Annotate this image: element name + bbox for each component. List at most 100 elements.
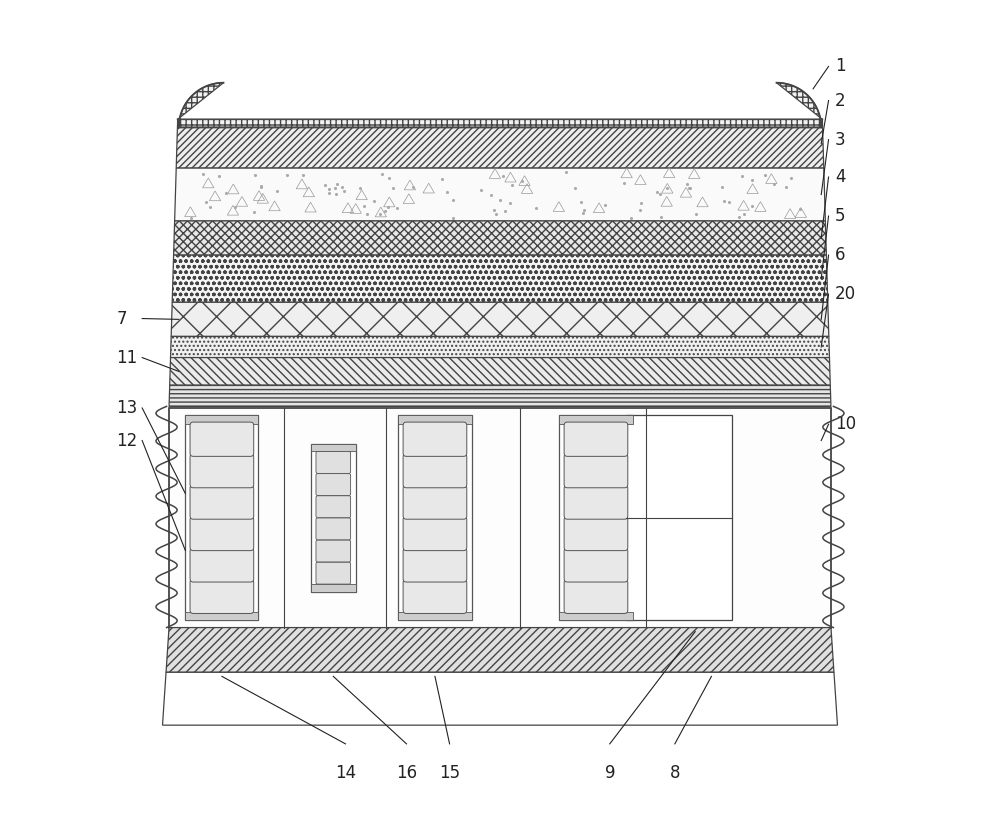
Point: [202, 200, 218, 213]
Point: [445, 193, 461, 206]
Bar: [311, 444, 356, 592]
Point: [567, 182, 583, 195]
Bar: [185, 612, 258, 620]
Point: [321, 183, 337, 196]
Point: [497, 204, 513, 217]
Point: [778, 180, 794, 193]
Point: [483, 188, 499, 202]
Point: [321, 187, 337, 200]
Point: [352, 182, 368, 195]
Point: [227, 201, 243, 214]
Point: [374, 167, 390, 180]
Point: [279, 169, 295, 182]
FancyBboxPatch shape: [403, 517, 467, 551]
Point: [366, 194, 382, 207]
Bar: [626, 415, 732, 620]
Polygon shape: [166, 628, 834, 672]
Text: 13: 13: [116, 399, 137, 417]
Point: [504, 179, 520, 192]
Text: 7: 7: [116, 309, 127, 327]
FancyBboxPatch shape: [403, 485, 467, 519]
Point: [514, 175, 530, 188]
FancyBboxPatch shape: [403, 422, 467, 456]
Point: [381, 172, 397, 185]
Point: [652, 188, 668, 201]
Text: 5: 5: [835, 207, 846, 225]
Bar: [398, 415, 472, 424]
FancyBboxPatch shape: [316, 518, 351, 540]
Point: [679, 177, 695, 190]
Point: [492, 193, 508, 206]
Bar: [169, 408, 831, 628]
Text: 12: 12: [116, 432, 137, 450]
FancyBboxPatch shape: [190, 517, 254, 551]
Polygon shape: [175, 168, 825, 221]
Point: [736, 208, 752, 221]
Point: [632, 203, 648, 216]
Point: [434, 173, 450, 186]
Bar: [311, 584, 356, 592]
Point: [488, 207, 504, 220]
Bar: [398, 612, 472, 620]
Point: [246, 206, 262, 219]
Point: [616, 176, 632, 189]
Text: 6: 6: [835, 246, 846, 264]
Point: [445, 211, 461, 224]
Point: [327, 181, 343, 194]
FancyBboxPatch shape: [403, 579, 467, 614]
Bar: [185, 415, 258, 424]
Point: [714, 180, 730, 193]
Point: [633, 197, 649, 210]
Point: [334, 180, 350, 193]
Point: [356, 199, 372, 212]
Point: [218, 186, 234, 199]
Point: [405, 181, 421, 194]
Polygon shape: [171, 336, 829, 357]
Point: [597, 198, 613, 211]
Polygon shape: [172, 255, 828, 302]
FancyBboxPatch shape: [564, 579, 628, 614]
FancyBboxPatch shape: [316, 451, 351, 473]
Text: 8: 8: [670, 765, 680, 783]
Point: [649, 185, 665, 198]
Point: [486, 204, 502, 217]
FancyBboxPatch shape: [564, 485, 628, 519]
Text: 2: 2: [835, 91, 846, 109]
Point: [473, 184, 489, 197]
Point: [734, 170, 750, 183]
FancyBboxPatch shape: [564, 517, 628, 551]
Text: 11: 11: [116, 348, 137, 366]
Point: [744, 200, 760, 213]
Point: [385, 182, 401, 195]
Point: [198, 196, 214, 209]
Point: [766, 178, 782, 191]
Text: 4: 4: [835, 168, 846, 186]
Point: [716, 194, 732, 207]
Point: [329, 177, 345, 190]
FancyBboxPatch shape: [190, 579, 254, 614]
Point: [328, 188, 344, 201]
FancyBboxPatch shape: [316, 562, 351, 584]
Text: 1: 1: [835, 57, 846, 75]
FancyBboxPatch shape: [316, 540, 351, 562]
Point: [253, 180, 269, 193]
Point: [558, 166, 574, 179]
Point: [359, 207, 375, 220]
FancyBboxPatch shape: [190, 485, 254, 519]
Point: [623, 211, 639, 224]
Point: [731, 210, 747, 223]
FancyBboxPatch shape: [190, 548, 254, 582]
Point: [744, 174, 760, 187]
Text: 9: 9: [605, 765, 615, 783]
Bar: [311, 444, 356, 451]
Text: 3: 3: [835, 131, 846, 149]
FancyBboxPatch shape: [190, 454, 254, 488]
Point: [389, 202, 405, 215]
Point: [317, 179, 333, 192]
FancyBboxPatch shape: [403, 548, 467, 582]
Point: [575, 206, 591, 220]
Text: 15: 15: [439, 765, 460, 783]
Point: [502, 197, 518, 210]
Point: [269, 184, 285, 197]
Point: [439, 186, 455, 199]
